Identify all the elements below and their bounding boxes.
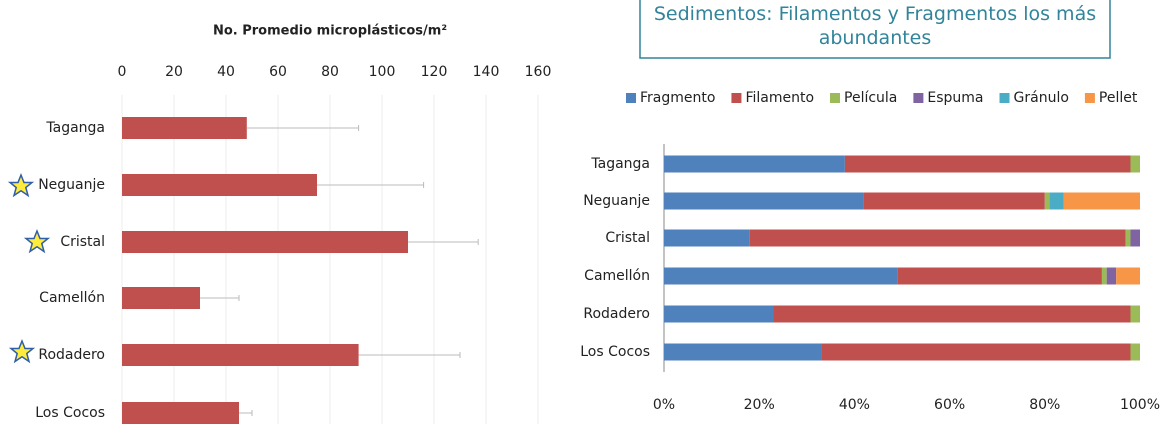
star bbox=[8, 338, 36, 364]
bar-segment bbox=[773, 305, 1131, 323]
bar-segment bbox=[664, 305, 774, 323]
star bbox=[23, 228, 51, 254]
star-icons bbox=[7, 172, 51, 364]
x-tick-label: 60 bbox=[269, 64, 287, 80]
bar-segment bbox=[1044, 192, 1050, 210]
bar bbox=[122, 344, 359, 366]
x-tick-label: 80% bbox=[1029, 397, 1060, 413]
category-label: Camellón bbox=[584, 268, 650, 284]
bar-segment bbox=[664, 267, 898, 285]
bar-segment bbox=[1130, 229, 1140, 247]
x-tick-label: 20 bbox=[165, 64, 183, 80]
x-tick-label: 100% bbox=[1120, 397, 1160, 413]
bar-segment bbox=[1130, 155, 1140, 173]
legend-label: Gránulo bbox=[1014, 90, 1069, 106]
bar bbox=[122, 287, 200, 309]
category-label: Neguanje bbox=[38, 177, 105, 193]
legend-swatch bbox=[626, 93, 636, 103]
bar-segment bbox=[664, 343, 822, 361]
x-tick-label: 100 bbox=[369, 64, 396, 80]
x-tick-label: 0 bbox=[118, 64, 127, 80]
error-bar bbox=[408, 239, 479, 245]
legend-label: Filamento bbox=[745, 90, 814, 106]
x-tick-label: 80 bbox=[321, 64, 339, 80]
category-label: Neguanje bbox=[583, 193, 650, 209]
bar-segment bbox=[821, 343, 1131, 361]
bar-segment bbox=[749, 229, 1126, 247]
category-label: Taganga bbox=[590, 156, 650, 172]
bar-segment bbox=[1116, 267, 1140, 285]
x-tick-label: 40% bbox=[839, 397, 870, 413]
x-tick-label: 20% bbox=[744, 397, 775, 413]
legend-label: Espuma bbox=[927, 90, 983, 106]
error-bar bbox=[246, 125, 360, 131]
category-label: Camellón bbox=[39, 290, 105, 306]
bar-segment bbox=[863, 192, 1045, 210]
bar-segment bbox=[664, 229, 750, 247]
error-bar bbox=[317, 182, 425, 188]
bar bbox=[122, 117, 247, 139]
category-label: Rodadero bbox=[583, 306, 650, 322]
legend-label: Pellet bbox=[1099, 90, 1138, 106]
x-tick-label: 60% bbox=[934, 397, 965, 413]
bar bbox=[122, 231, 408, 253]
title-box bbox=[639, 0, 1111, 59]
bar-segment bbox=[1130, 305, 1140, 323]
x-tick-label: 40 bbox=[217, 64, 235, 80]
category-label: Los Cocos bbox=[35, 405, 105, 421]
error-bar bbox=[358, 352, 461, 358]
x-tick-label: 0% bbox=[653, 397, 675, 413]
legend-label: Fragmento bbox=[640, 90, 715, 106]
bar-segment bbox=[1063, 192, 1140, 210]
x-tick-label: 140 bbox=[473, 64, 500, 80]
chart-title: No. Promedio microplásticos/m² bbox=[213, 24, 447, 39]
bar-segment bbox=[664, 155, 845, 173]
category-label: Taganga bbox=[45, 120, 105, 136]
x-tick-label: 160 bbox=[525, 64, 552, 80]
bar-segment bbox=[1049, 192, 1064, 210]
chart-title: Sedimentos: Filamentos y Fragmentos los … bbox=[654, 3, 1096, 49]
legend-swatch bbox=[731, 93, 742, 103]
category-label: Los Cocos bbox=[580, 344, 650, 360]
bar-segment bbox=[1125, 229, 1131, 247]
bar bbox=[122, 174, 317, 196]
category-label: Cristal bbox=[60, 234, 105, 250]
legend-swatch bbox=[830, 93, 841, 103]
legend-label: Película bbox=[844, 90, 897, 106]
category-label: Rodadero bbox=[38, 347, 105, 363]
star bbox=[7, 172, 35, 198]
category-label: Cristal bbox=[605, 230, 650, 246]
error-bar bbox=[239, 410, 253, 416]
legend-swatch bbox=[913, 93, 924, 103]
error-bar bbox=[200, 295, 240, 301]
bar-segment bbox=[1106, 267, 1117, 285]
legend-swatch bbox=[1084, 93, 1095, 103]
bar-segment bbox=[897, 267, 1102, 285]
x-tick-label: 120 bbox=[421, 64, 448, 80]
bar bbox=[122, 402, 239, 424]
bar-segment bbox=[664, 192, 864, 210]
bar-segment bbox=[1101, 267, 1107, 285]
legend-swatch bbox=[999, 93, 1010, 103]
bar-segment bbox=[1130, 343, 1140, 361]
bar-segment bbox=[844, 155, 1131, 173]
